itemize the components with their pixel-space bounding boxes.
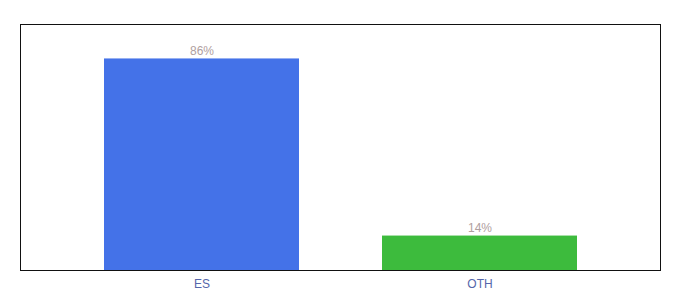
svg-text:OTH: OTH	[467, 277, 492, 291]
svg-text:86%: 86%	[190, 44, 214, 58]
svg-text:ES: ES	[194, 277, 210, 291]
svg-text:14%: 14%	[468, 221, 492, 235]
